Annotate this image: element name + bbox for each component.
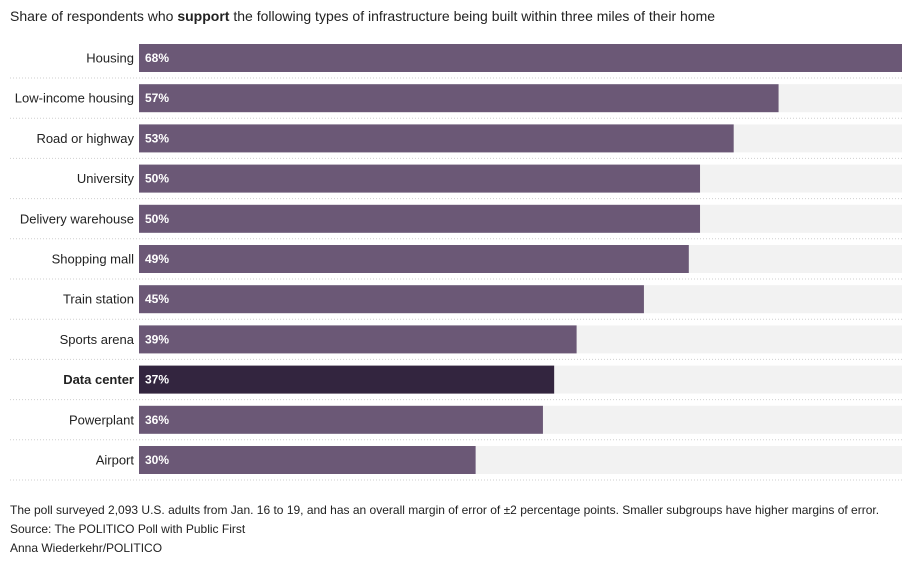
value-label: 30% [145, 453, 169, 467]
category-label: Delivery warehouse [20, 211, 134, 226]
bar [139, 44, 902, 72]
chart-title-text-end: the following types of infrastructure be… [229, 8, 716, 24]
value-label: 39% [145, 332, 169, 346]
bar [139, 164, 701, 193]
bar-chart: Housing 68% Low-income housing 57% Road or h… [10, 44, 902, 481]
category-label: Train station [63, 292, 134, 307]
category-label: Sports arena [60, 332, 135, 347]
value-label: 50% [145, 172, 169, 186]
bar [139, 285, 644, 314]
value-label: 50% [145, 212, 169, 226]
chart-notes: The poll surveyed 2,093 U.S. adults from… [10, 501, 879, 558]
category-label: Airport [96, 453, 135, 468]
value-label: 45% [145, 292, 169, 306]
bar [139, 84, 779, 113]
category-label: Shopping mall [52, 252, 134, 267]
value-label: 36% [145, 413, 169, 427]
chart-title-emphasis: support [177, 8, 230, 24]
source-note: Source: The POLITICO Poll with Public Fi… [10, 522, 246, 536]
category-label: Data center [63, 372, 134, 387]
chart-title: Share of respondents who support the fol… [10, 8, 715, 24]
value-label: 49% [145, 252, 169, 266]
category-label: University [77, 171, 135, 186]
category-label: Housing [86, 51, 134, 66]
bar [139, 204, 701, 233]
bar [139, 124, 734, 153]
value-label: 68% [145, 51, 169, 65]
bar [139, 446, 476, 474]
bar [139, 365, 555, 394]
methodology-note: The poll surveyed 2,093 U.S. adults from… [10, 503, 880, 517]
value-label: 37% [145, 373, 169, 387]
value-label: 57% [145, 91, 169, 105]
category-label: Road or highway [36, 131, 134, 146]
category-label: Powerplant [69, 412, 134, 427]
bar [139, 245, 689, 273]
category-label: Low-income housing [15, 91, 134, 106]
chart-title-text: Share of respondents who [10, 8, 178, 24]
value-label: 53% [145, 131, 169, 145]
credit-note: Anna Wiederkehr/POLITICO [10, 541, 163, 555]
bar [139, 405, 543, 434]
bar [139, 325, 577, 354]
